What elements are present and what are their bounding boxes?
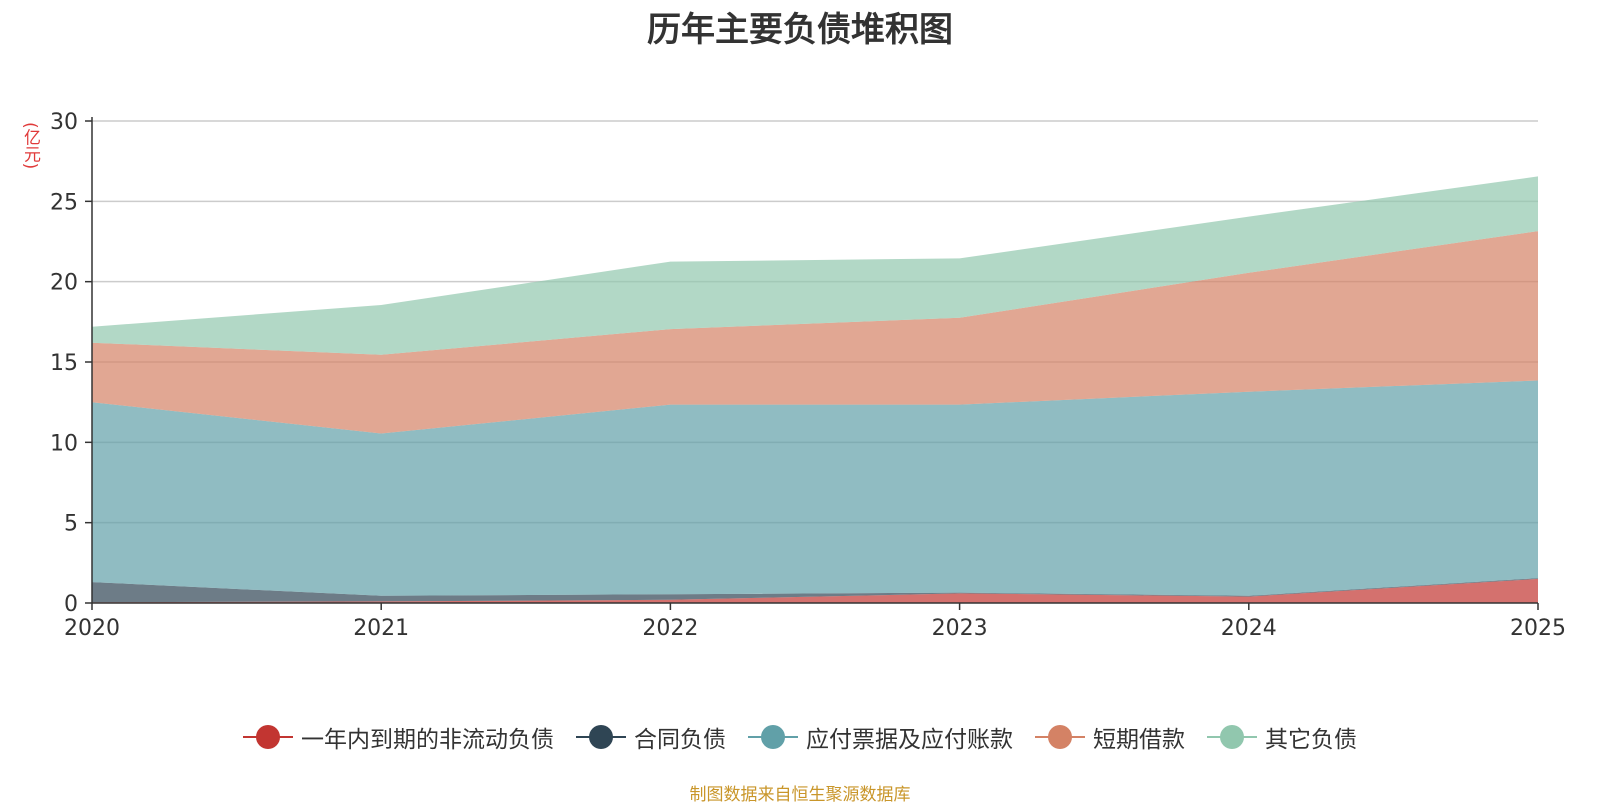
legend-marker-icon bbox=[576, 725, 626, 749]
source-note: 制图数据来自恒生聚源数据库 bbox=[689, 785, 911, 805]
y-tick-label: 15 bbox=[50, 351, 78, 376]
legend-dot bbox=[1220, 725, 1244, 749]
area-series-0 bbox=[92, 578, 1538, 603]
legend-marker-icon bbox=[1207, 725, 1257, 749]
legend-dot bbox=[589, 725, 613, 749]
x-tick-label: 2021 bbox=[353, 616, 409, 641]
y-tick-label: 20 bbox=[50, 271, 78, 296]
legend-item-1[interactable]: 合同负债 bbox=[576, 720, 726, 754]
legend-dot bbox=[761, 725, 785, 749]
legend-marker-icon bbox=[1035, 725, 1085, 749]
legend-label: 应付票据及应付账款 bbox=[806, 727, 1013, 753]
legend-item-3[interactable]: 短期借款 bbox=[1035, 720, 1185, 754]
chart-title: 历年主要负债堆积图 bbox=[647, 10, 953, 50]
x-tick-label: 2020 bbox=[64, 616, 120, 641]
legend-label: 其它负债 bbox=[1265, 727, 1357, 753]
legend-marker-icon bbox=[243, 725, 293, 749]
legend-item-4[interactable]: 其它负债 bbox=[1207, 720, 1357, 754]
legend-label: 合同负债 bbox=[634, 727, 726, 753]
area-series-2 bbox=[92, 380, 1538, 596]
y-tick-label: 5 bbox=[64, 512, 78, 537]
x-tick-label: 2025 bbox=[1510, 616, 1566, 641]
legend-marker-icon bbox=[748, 725, 798, 749]
area-series-3 bbox=[92, 231, 1538, 434]
area-series-1 bbox=[92, 578, 1538, 603]
legend-label: 一年内到期的非流动负债 bbox=[301, 727, 554, 753]
y-tick-label: 10 bbox=[50, 431, 78, 456]
y-tick-label: 25 bbox=[50, 190, 78, 215]
y-tick-label: 0 bbox=[64, 592, 78, 617]
x-tick-label: 2024 bbox=[1221, 616, 1277, 641]
legend: 一年内到期的非流动负债 合同负债 应付票据及应付账款 短期借款 其它负债 bbox=[0, 720, 1600, 754]
legend-label: 短期借款 bbox=[1093, 727, 1185, 753]
legend-dot bbox=[256, 725, 280, 749]
legend-item-2[interactable]: 应付票据及应付账款 bbox=[748, 720, 1013, 754]
legend-dot bbox=[1048, 725, 1072, 749]
y-axis-unit-label: (亿元) bbox=[20, 122, 40, 170]
area-series-4 bbox=[92, 176, 1538, 355]
area-layer bbox=[92, 176, 1538, 603]
x-tick-label: 2022 bbox=[642, 616, 698, 641]
y-tick-label: 30 bbox=[50, 110, 78, 135]
x-tick-label: 2023 bbox=[932, 616, 988, 641]
legend-item-0[interactable]: 一年内到期的非流动负债 bbox=[243, 720, 554, 754]
